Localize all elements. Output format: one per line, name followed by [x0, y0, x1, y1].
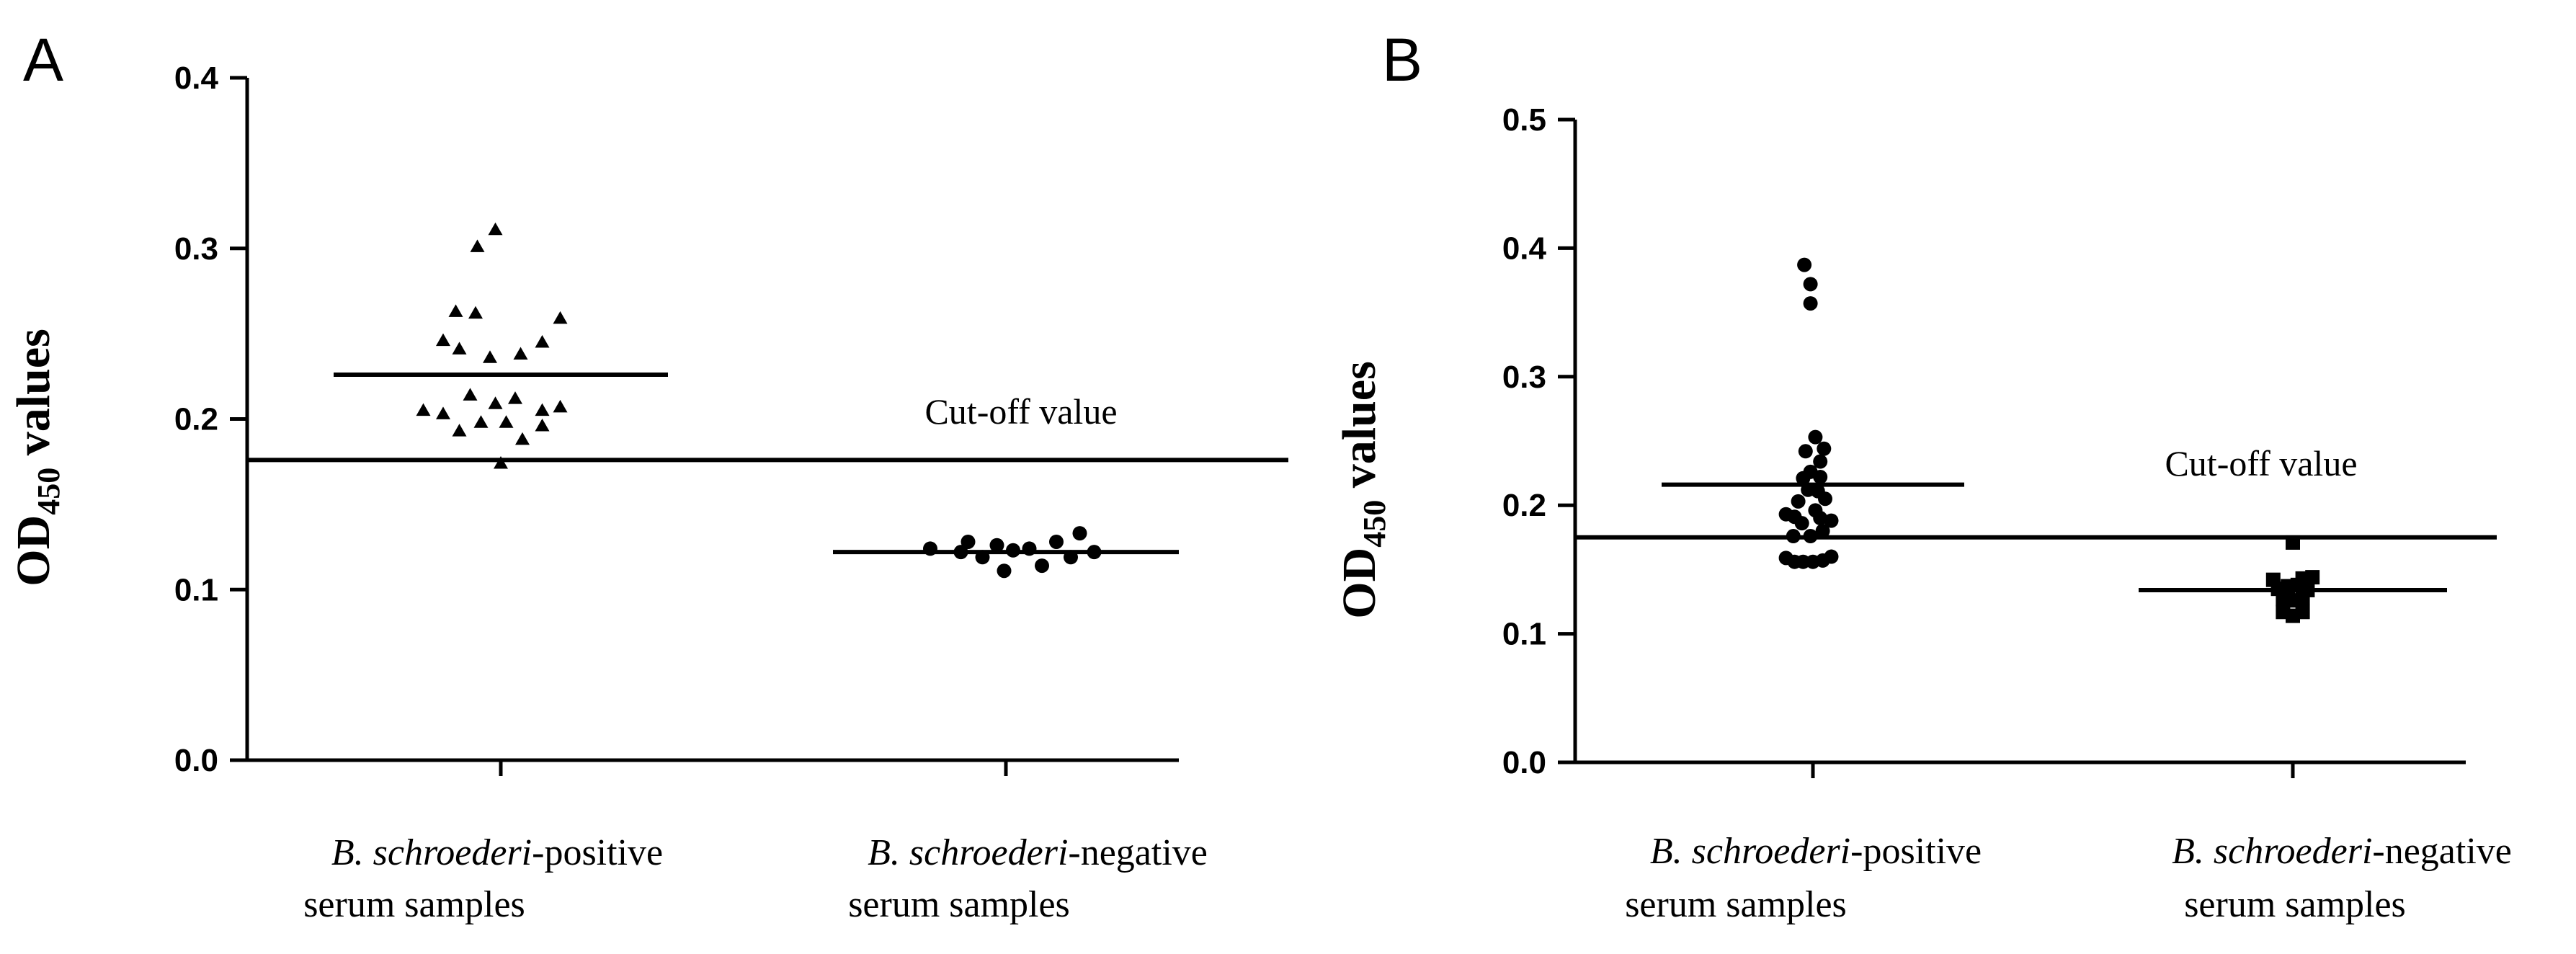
panel-b-series-2-point	[2295, 605, 2310, 620]
panel-a-series-1-point	[468, 306, 483, 319]
panel-b-series-1-point	[1791, 494, 1806, 509]
panel-a-series-1-point	[470, 239, 485, 252]
panel-a-cutoff-label: Cut-off value	[924, 391, 1117, 432]
panel-a-series-1-point	[448, 304, 463, 317]
panel-a-category-2-label: B. schroederi-negative	[868, 832, 1208, 873]
panel-b-series-2-point	[2286, 535, 2300, 550]
panel-a-series-1-point	[508, 391, 522, 404]
panel-a-series-1-point	[553, 399, 568, 413]
panel-b-series-1-point	[1803, 296, 1818, 311]
panel-a-series-2-point	[997, 563, 1012, 579]
panel-b-y-tick-label: 0.0	[1502, 745, 1546, 780]
panel-a-y-tick-label: 0.1	[174, 572, 218, 607]
panel-b-series-1-point	[1808, 429, 1823, 445]
panel-a-series-1-point	[515, 432, 530, 445]
panel-b-series-1-point	[1803, 529, 1818, 544]
panel-b-letter: B	[1382, 26, 1422, 94]
panel-b-series-1-point	[1798, 444, 1813, 459]
panel-b-series-2-point	[2295, 590, 2310, 605]
panel-a-series-1-point	[553, 311, 568, 324]
panel-b: B 0.0 0.1 0.2 0.3 0.4 0.5 OD450 values B. sch…	[1333, 26, 2512, 925]
panel-b-series-1-point	[1824, 513, 1839, 528]
panel-a-series-1-point	[488, 222, 503, 236]
panel-a-series-2-point	[1022, 541, 1037, 556]
panel-a-y-tick-label: 0.3	[174, 231, 218, 267]
panel-a-series-1-point	[535, 403, 550, 416]
panel-a-series-1-point	[463, 388, 478, 401]
panel-a-series-1-point	[488, 396, 503, 409]
panel-b-series-1-point	[1813, 454, 1828, 469]
panel-a-series-2-point	[923, 541, 937, 556]
panel-a-category-1-label-line2: serum samples	[303, 884, 525, 925]
panel-a-series-2-point	[1064, 550, 1078, 565]
panel-b-y-tick-label: 0.3	[1502, 360, 1546, 395]
panel-a-series-1-point	[494, 456, 508, 469]
panel-a-letter: A	[23, 26, 63, 94]
panel-a-series-2-point	[1072, 526, 1087, 541]
panel-a-series-1-point	[513, 347, 528, 360]
panel-b-series-1-point	[1803, 277, 1818, 292]
panel-a-series-1-point	[473, 415, 489, 428]
panel-a-category-2-label-line2: serum samples	[848, 884, 1070, 925]
panel-a-y-axis-label: OD450 values	[7, 329, 66, 587]
panel-b-category-2-label-line2: serum samples	[2184, 884, 2406, 925]
panel-a-series-2-point	[1049, 534, 1064, 549]
panel-b-y-tick-label: 0.4	[1502, 231, 1547, 266]
panel-a-series-1-point	[452, 424, 467, 437]
panel-b-category-2-label: B. schroederi-negative	[2172, 831, 2512, 872]
panel-a-y-tick-label: 0.0	[174, 743, 218, 778]
panel-b-cutoff-label: Cut-off value	[2165, 443, 2357, 483]
panel-b-series-1-point	[1817, 441, 1832, 456]
panel-a-plot: 0.0 0.1 0.2 0.3 0.4	[174, 61, 1288, 778]
panel-a-series-1-point	[535, 418, 550, 432]
panel-b-series-1-point	[1815, 523, 1830, 538]
panel-b-plot: 0.0 0.1 0.2 0.3 0.4 0.5	[1502, 102, 2497, 780]
panel-a-series-1-point	[436, 406, 450, 419]
panel-b-series-1-point	[1824, 549, 1839, 564]
panel-b-series-1-point	[1813, 469, 1828, 484]
panel-a-series-2-point	[975, 550, 990, 565]
panel-b-y-axis-label: OD450 values	[1333, 361, 1392, 619]
panel-b-series-1-point	[1796, 471, 1811, 486]
panel-a-series-1-point	[416, 403, 431, 416]
panel-a-series-2-point	[961, 534, 976, 549]
panel-a-series-1-point	[436, 333, 450, 347]
panel-b-y-tick-label: 0.1	[1502, 617, 1546, 652]
panel-b-series-1-point	[1797, 257, 1812, 272]
panel-a: A 0.0 0.1 0.2 0.3 0.4 OD450 values B. schroe…	[7, 26, 1288, 925]
panel-a-series-2-point	[953, 545, 968, 560]
panel-a-series-2-point	[1087, 545, 1102, 560]
panel-b-series-1-point	[1813, 511, 1828, 526]
panel-a-series-1-point	[535, 334, 550, 348]
panel-a-y-tick-label: 0.2	[174, 402, 218, 437]
panel-b-category-1-label: B. schroederi-positive	[1650, 831, 1982, 872]
panel-a-category-1-label: B. schroederi-positive	[331, 832, 663, 873]
panel-b-category-1-label-line2: serum samples	[1625, 884, 1847, 925]
panel-b-series-1-point	[1786, 529, 1801, 544]
panel-b-y-tick-label: 0.5	[1502, 102, 1546, 138]
panel-a-y-tick-label: 0.4	[174, 61, 219, 96]
panel-a-series-1-point	[483, 350, 497, 363]
panel-a-series-1-point	[452, 342, 467, 355]
panel-a-series-2-point	[989, 538, 1004, 553]
panel-a-series-1-point	[499, 415, 514, 428]
panel-b-y-tick-label: 0.2	[1502, 488, 1546, 523]
panel-a-series-2-point	[1006, 543, 1020, 558]
panel-b-series-1-point	[1794, 516, 1809, 531]
panel-a-series-2-point	[1035, 558, 1049, 574]
panel-b-series-2-point	[2305, 570, 2320, 585]
panel-b-series-1-point	[1818, 491, 1832, 507]
